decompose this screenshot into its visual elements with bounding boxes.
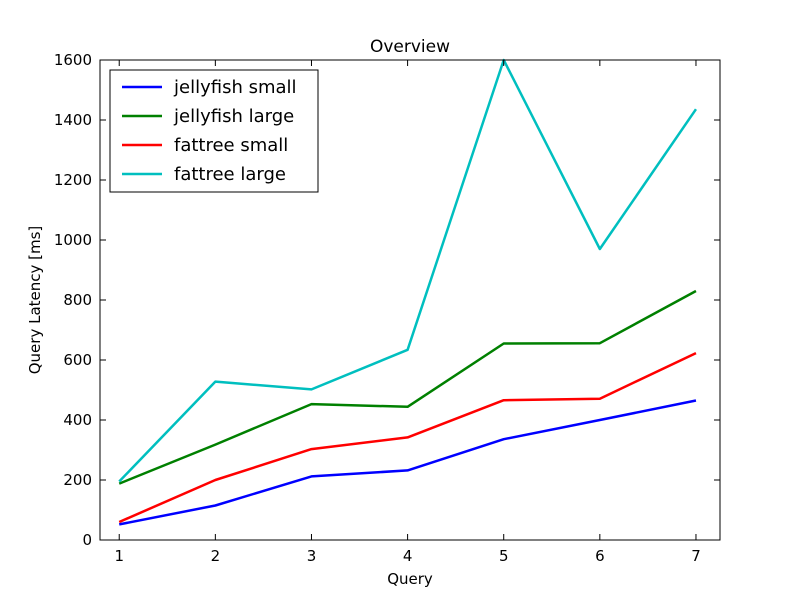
y-tick-label: 1600 — [54, 51, 92, 69]
legend-label: jellyfish small — [173, 77, 297, 98]
plot-area: 1 2 3 4 5 6 7 0 200 400 600 800 1000 1200 1400 1600 — [54, 51, 721, 565]
series-line-jellyfish-small — [118, 399, 697, 526]
series-line-fattree-small — [118, 351, 697, 524]
y-tick-label: 400 — [63, 411, 92, 429]
legend-label: jellyfish large — [173, 106, 294, 127]
x-tick-label: 3 — [307, 547, 317, 565]
chart-title: Overview — [370, 37, 450, 57]
legend-label: fattree large — [174, 164, 286, 185]
y-tick-label: 0 — [82, 531, 92, 549]
x-tick-label: 7 — [691, 547, 701, 565]
y-axis-label: Query Latency [ms] — [26, 226, 44, 375]
x-tick-label: 6 — [595, 547, 605, 565]
x-tick-label: 2 — [211, 547, 221, 565]
series-line-jellyfish-large — [118, 289, 697, 485]
y-tick-label: 1200 — [54, 171, 92, 189]
legend-label: fattree small — [174, 135, 288, 156]
y-tick-label: 200 — [63, 471, 92, 489]
x-tick-label: 5 — [499, 547, 509, 565]
x-tick-label: 4 — [403, 547, 413, 565]
legend: jellyfish small jellyfish large fattree sm… — [109, 69, 319, 193]
x-tick-label: 1 — [114, 547, 124, 565]
y-tick-label: 1000 — [54, 231, 92, 249]
legend-box — [109, 69, 319, 193]
series-line-fattree-large — [118, 58, 697, 483]
y-tick-label: 600 — [63, 351, 92, 369]
x-axis-label: Query — [387, 570, 433, 588]
y-tick-label: 1400 — [54, 111, 92, 129]
y-tick-label: 800 — [63, 291, 92, 309]
